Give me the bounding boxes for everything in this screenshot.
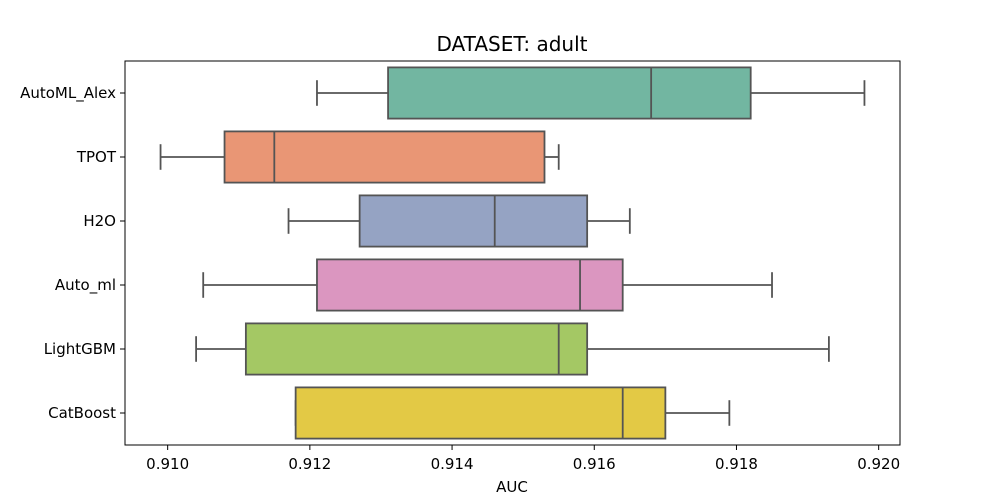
x-tick-label: 0.910	[146, 455, 189, 473]
box-iqr	[316, 258, 624, 312]
y-tick-label: TPOT	[76, 148, 117, 166]
x-tick-label: 0.912	[288, 455, 331, 473]
x-tick-label: 0.914	[431, 455, 474, 473]
box-group-1	[159, 130, 560, 184]
box-iqr	[358, 194, 589, 248]
box-iqr	[223, 130, 546, 184]
y-tick-label: CatBoost	[48, 404, 116, 422]
x-tick-label: 0.916	[573, 455, 616, 473]
box-group-0	[316, 66, 866, 120]
box-group-3	[202, 258, 773, 312]
box-iqr	[244, 322, 589, 376]
y-tick-label: H2O	[83, 212, 116, 230]
box-group-4	[195, 322, 830, 376]
x-axis-label: AUC	[496, 478, 528, 496]
box-iqr	[387, 66, 752, 120]
box-group-5	[294, 386, 731, 440]
box-group-2	[287, 194, 631, 248]
plot-area	[159, 66, 866, 440]
x-tick-label: 0.918	[715, 455, 758, 473]
chart-title: DATASET: adult	[437, 32, 588, 56]
y-tick-label: AutoML_Alex	[20, 84, 116, 103]
x-tick-label: 0.920	[857, 455, 900, 473]
axes: AutoML_Alex TPOT H2O Auto_ml LightGBM CatBoos…	[20, 60, 901, 473]
plot-frame	[124, 60, 901, 446]
y-tick-label: Auto_ml	[55, 276, 116, 295]
y-tick-label: LightGBM	[44, 340, 116, 358]
box-iqr	[294, 386, 667, 440]
